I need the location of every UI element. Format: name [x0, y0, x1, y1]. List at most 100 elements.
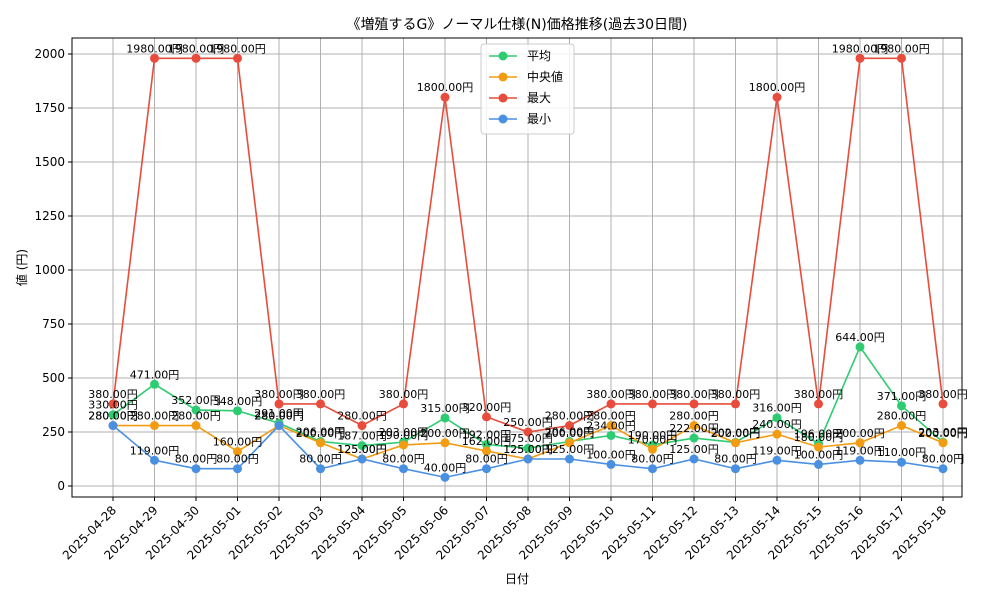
- data-point: [897, 53, 906, 63]
- data-point: [772, 92, 782, 102]
- data-label: 206.00円: [545, 426, 595, 439]
- y-tick-label: 1500: [34, 155, 65, 169]
- data-label: 280.00円: [254, 410, 304, 423]
- data-point: [648, 444, 657, 454]
- data-label: 100.00円: [794, 448, 844, 461]
- data-label: 240.00円: [752, 418, 802, 431]
- x-axis-label: 日付: [505, 572, 529, 586]
- data-label: 471.00円: [130, 368, 180, 381]
- legend-swatch-marker: [498, 114, 508, 124]
- data-label: 291.00円: [254, 407, 304, 420]
- y-tick-label: 500: [42, 371, 65, 385]
- data-label: 125.00円: [337, 443, 387, 456]
- data-label: 280.00円: [877, 410, 927, 423]
- data-label: 110.00円: [877, 446, 927, 459]
- data-point: [399, 464, 408, 474]
- data-label: 280.00円: [88, 410, 138, 423]
- data-point: [108, 410, 118, 420]
- data-label: 200.00円: [545, 427, 595, 440]
- data-point: [648, 464, 657, 474]
- data-label: 160.00円: [213, 435, 263, 448]
- data-point: [855, 438, 865, 448]
- data-label: 100.00円: [586, 448, 636, 461]
- data-label: 280.00円: [586, 410, 636, 423]
- data-label: 380.00円: [379, 388, 429, 401]
- data-label: 1800.00円: [749, 81, 806, 94]
- data-label: 1800.00円: [417, 81, 474, 94]
- data-point: [855, 53, 865, 63]
- data-label: 125.00円: [337, 443, 387, 456]
- data-point: [689, 454, 699, 464]
- y-tick-label: 0: [57, 479, 65, 493]
- data-point: [606, 421, 616, 431]
- data-label: 80.00円: [216, 453, 259, 466]
- data-label: 1980.00円: [168, 42, 225, 55]
- data-point: [523, 454, 533, 464]
- legend-label: 中央値: [527, 69, 563, 84]
- y-tick-label: 1250: [34, 209, 65, 223]
- data-point: [648, 399, 657, 409]
- data-label: 371.00円: [877, 390, 927, 403]
- data-point: [399, 440, 408, 450]
- y-tick-label: 250: [42, 425, 65, 439]
- data-label: 125.00円: [503, 443, 553, 456]
- data-label: 80.00円: [714, 453, 757, 466]
- data-label: 1980.00円: [209, 42, 266, 55]
- legend-label: 最大: [527, 91, 551, 105]
- data-label: 80.00円: [175, 453, 218, 466]
- data-label: 200.00円: [711, 427, 761, 440]
- data-point: [938, 438, 948, 448]
- data-point: [731, 399, 740, 409]
- data-point: [523, 443, 533, 453]
- data-label: 250.00円: [503, 416, 553, 429]
- data-label: 203.00円: [918, 426, 968, 439]
- y-axis-ticks: 0 250 500 750 1000 1250 1500 1750 2000: [34, 47, 72, 493]
- data-label: 380.00円: [586, 388, 636, 401]
- data-point: [316, 399, 325, 409]
- data-label: 280.00円: [545, 410, 595, 423]
- data-point: [316, 464, 325, 474]
- data-point: [357, 454, 367, 464]
- data-label: 200.00円: [296, 427, 346, 440]
- data-label: 170.00円: [628, 433, 678, 446]
- data-label: 380.00円: [918, 388, 968, 401]
- data-label: 1980.00円: [126, 42, 183, 55]
- data-point: [897, 421, 906, 431]
- data-point: [191, 53, 201, 63]
- data-label: 40.00円: [424, 461, 467, 474]
- data-point: [233, 446, 242, 456]
- data-point: [150, 455, 159, 465]
- data-label: 162.00円: [462, 435, 512, 448]
- data-point: [440, 438, 450, 448]
- data-point: [523, 427, 533, 437]
- data-label: 315.00円: [420, 402, 470, 415]
- data-point: [855, 455, 865, 465]
- data-label: 380.00円: [794, 388, 844, 401]
- data-label: 190.00円: [628, 429, 678, 442]
- data-point: [689, 399, 699, 409]
- data-point: [440, 413, 450, 423]
- data-label: 200.00円: [918, 427, 968, 440]
- data-label: 380.00円: [296, 388, 346, 401]
- data-point: [191, 421, 201, 431]
- data-point: [150, 379, 159, 389]
- data-point: [814, 459, 823, 469]
- data-label: 196.00円: [794, 428, 844, 441]
- data-label: 175.00円: [503, 432, 553, 445]
- data-point: [482, 464, 491, 474]
- data-point: [772, 413, 782, 423]
- y-tick-label: 750: [42, 317, 65, 331]
- data-point: [689, 421, 699, 431]
- data-point: [897, 457, 906, 467]
- data-label: 119.00円: [835, 444, 885, 457]
- data-label: 330.00円: [88, 399, 138, 412]
- legend-item: 平均: [489, 49, 551, 63]
- data-point: [938, 464, 948, 474]
- legend-label: 平均: [527, 49, 551, 63]
- data-point: [814, 442, 823, 452]
- data-label: 316.00円: [752, 402, 802, 415]
- data-label: 187.00円: [337, 430, 387, 443]
- data-point: [191, 464, 201, 474]
